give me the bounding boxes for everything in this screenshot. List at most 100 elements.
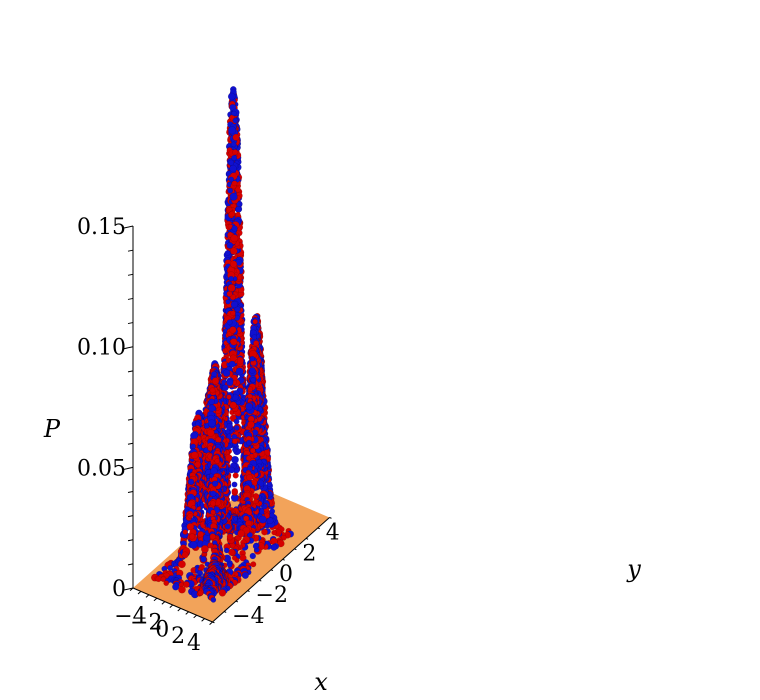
data-point bbox=[206, 428, 215, 437]
data-point bbox=[224, 249, 231, 256]
data-point bbox=[237, 529, 245, 538]
y-tick bbox=[247, 590, 250, 592]
data-point bbox=[197, 531, 204, 538]
data-point bbox=[172, 583, 180, 591]
data-point bbox=[187, 478, 195, 485]
y-tick bbox=[235, 600, 239, 603]
data-point bbox=[211, 371, 218, 378]
data-point bbox=[232, 133, 240, 141]
y-tick-label: 2 bbox=[302, 541, 316, 566]
y-tick bbox=[224, 611, 227, 613]
data-point bbox=[210, 597, 217, 603]
data-point bbox=[207, 542, 214, 549]
data-point bbox=[228, 159, 235, 166]
data-point bbox=[178, 585, 186, 594]
y-tick bbox=[212, 621, 215, 624]
data-point bbox=[247, 393, 253, 400]
data-point bbox=[231, 487, 239, 495]
data-point bbox=[181, 551, 189, 559]
x-tick-label: 2 bbox=[171, 624, 185, 649]
data-point bbox=[227, 92, 236, 101]
data-point bbox=[189, 533, 196, 540]
data-point bbox=[241, 571, 249, 579]
data-point bbox=[231, 110, 237, 117]
data-point bbox=[227, 562, 233, 568]
data-point bbox=[245, 402, 253, 411]
data-point bbox=[249, 367, 256, 374]
data-point bbox=[249, 447, 256, 454]
data-point bbox=[227, 284, 236, 292]
data-point bbox=[230, 234, 239, 243]
z-tick-label: 0.10 bbox=[77, 336, 126, 361]
data-point bbox=[226, 319, 233, 326]
data-point bbox=[231, 481, 238, 488]
data-point bbox=[229, 326, 237, 334]
data-point bbox=[251, 334, 258, 340]
x-tick bbox=[201, 618, 205, 622]
data-point bbox=[253, 340, 260, 347]
data-point bbox=[271, 529, 277, 536]
data-point bbox=[190, 443, 196, 450]
data-point bbox=[231, 555, 238, 561]
x-tick bbox=[161, 601, 166, 605]
data-point bbox=[226, 379, 234, 387]
data-point bbox=[246, 474, 253, 481]
x-tick bbox=[137, 591, 142, 595]
data-point bbox=[232, 149, 239, 156]
z-tick bbox=[127, 322, 134, 325]
data-point bbox=[163, 580, 169, 586]
y-tick bbox=[329, 517, 332, 519]
y-tick bbox=[317, 527, 320, 530]
data-point bbox=[228, 360, 236, 368]
y-tick bbox=[294, 548, 297, 551]
z-tick bbox=[127, 370, 134, 373]
data-point bbox=[221, 384, 229, 392]
data-point bbox=[269, 512, 275, 518]
data-point bbox=[280, 535, 287, 541]
data-point bbox=[258, 515, 267, 524]
data-point bbox=[228, 466, 235, 474]
z-tick-label: 0 bbox=[112, 577, 126, 602]
data-point bbox=[214, 458, 220, 464]
data-point bbox=[245, 439, 252, 446]
data-point bbox=[200, 556, 207, 563]
data-point bbox=[225, 299, 231, 305]
data-point bbox=[190, 451, 199, 460]
x-tick bbox=[193, 614, 197, 619]
z-tick bbox=[127, 515, 134, 518]
data-point bbox=[229, 164, 237, 173]
data-point bbox=[247, 386, 254, 393]
x-tick bbox=[177, 608, 182, 612]
z-tick bbox=[127, 394, 134, 397]
data-point bbox=[231, 455, 239, 464]
data-point bbox=[227, 187, 233, 194]
z-tick-label: 0.05 bbox=[77, 456, 126, 481]
data-point bbox=[252, 318, 258, 325]
data-point bbox=[212, 480, 219, 487]
data-point bbox=[226, 242, 234, 249]
data-point bbox=[229, 354, 237, 362]
data-point bbox=[208, 404, 216, 412]
data-point bbox=[226, 290, 233, 297]
data-point bbox=[276, 539, 285, 548]
x-tick-label: 4 bbox=[187, 631, 201, 656]
x-tick bbox=[185, 611, 189, 615]
z-tick-label: 0.15 bbox=[77, 215, 126, 240]
data-point bbox=[189, 541, 198, 549]
data-point bbox=[209, 387, 216, 394]
data-point bbox=[249, 356, 256, 362]
data-point bbox=[232, 438, 238, 445]
x-tick bbox=[145, 594, 150, 598]
data-point bbox=[222, 369, 231, 377]
data-point bbox=[230, 247, 238, 255]
data-point bbox=[211, 377, 220, 385]
data-point bbox=[194, 461, 201, 468]
data-point bbox=[228, 211, 235, 218]
z-tick bbox=[127, 418, 134, 421]
y-tick bbox=[282, 558, 285, 561]
data-point bbox=[225, 454, 233, 462]
z-tick bbox=[127, 273, 134, 276]
data-point bbox=[182, 529, 188, 535]
data-point bbox=[261, 528, 268, 536]
